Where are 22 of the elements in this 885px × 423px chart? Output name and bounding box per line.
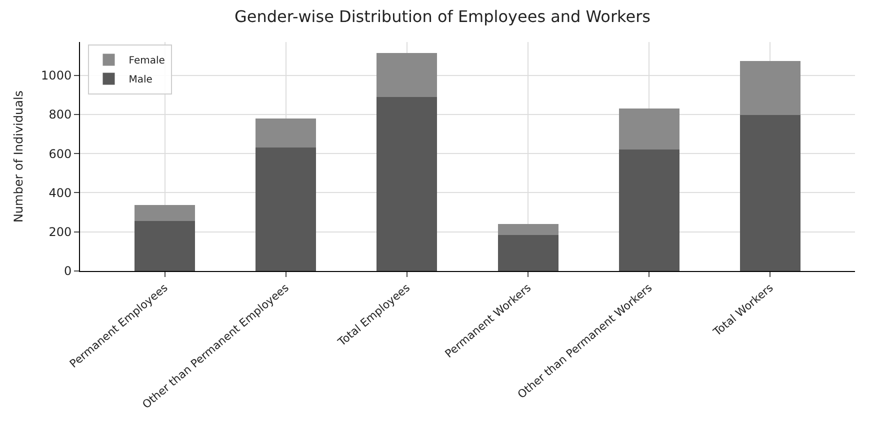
legend-label: Male	[128, 74, 152, 86]
y-axis-title: Number of Individuals	[11, 90, 26, 223]
bar	[618, 108, 680, 150]
y-tick-label: 1000	[41, 68, 72, 82]
bar	[740, 115, 801, 271]
bar	[134, 204, 196, 222]
bar	[376, 53, 438, 97]
bar	[376, 96, 438, 271]
bar	[618, 150, 680, 271]
y-tick-label: 400	[48, 186, 72, 200]
bar	[740, 61, 801, 116]
bar	[256, 118, 316, 148]
y-tick-label: 600	[48, 146, 72, 161]
y-tick-label: 800	[48, 108, 72, 122]
legend-label: Female	[128, 56, 165, 67]
y-tick-label: 200	[48, 225, 72, 240]
y-tick-label: 0	[64, 264, 72, 278]
bar	[498, 224, 558, 235]
bar	[134, 221, 196, 271]
chart-title: Gender-wise Distribution of Employees and Workers	[234, 6, 650, 26]
bar	[256, 147, 316, 271]
bar	[498, 234, 558, 271]
